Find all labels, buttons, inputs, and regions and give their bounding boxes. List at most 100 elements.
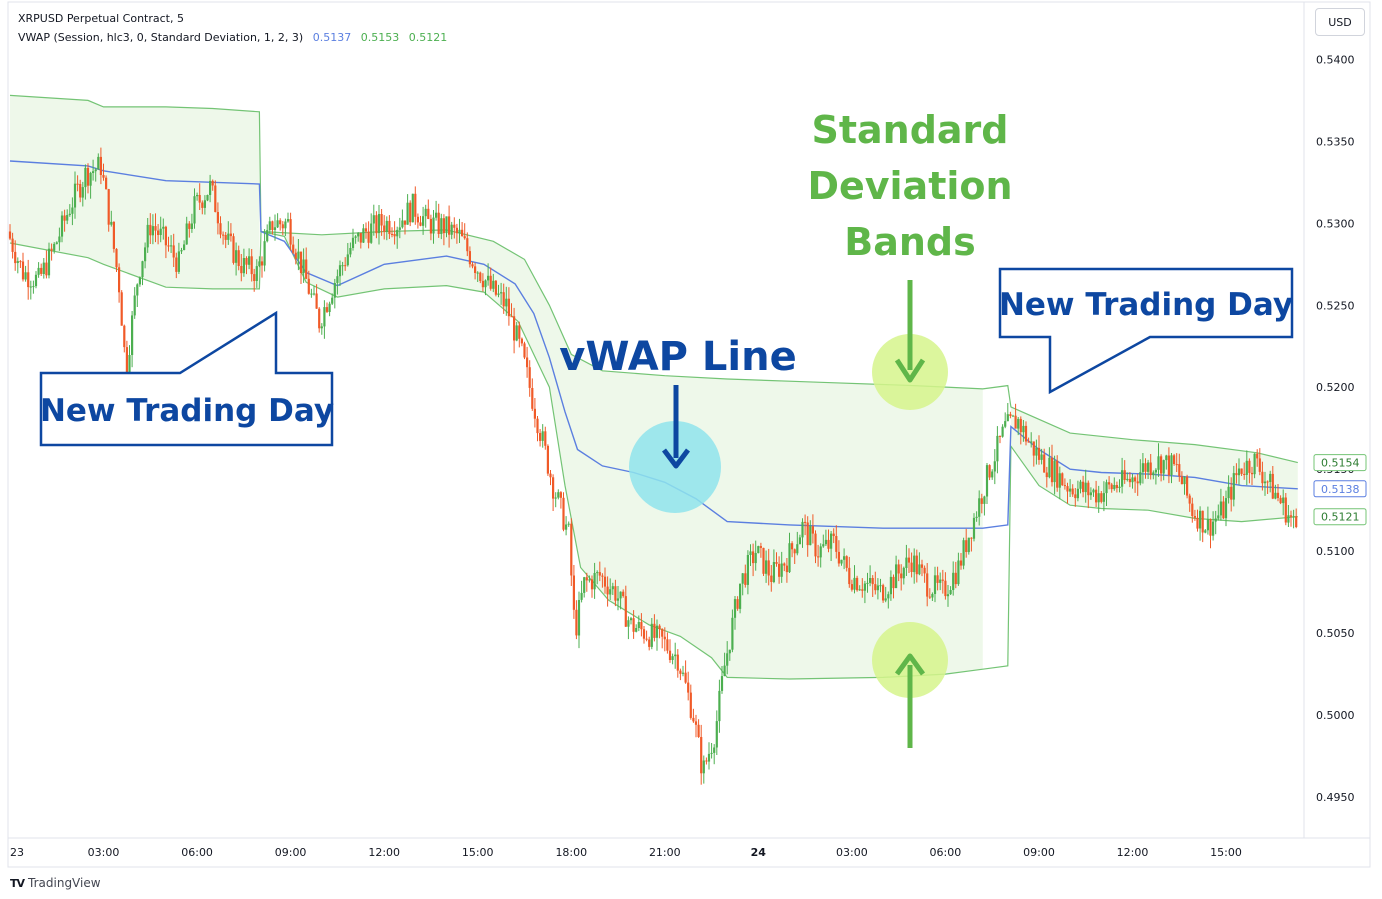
x-tick-label: 12:00 <box>1117 846 1149 859</box>
candle-body <box>1191 503 1194 516</box>
candle <box>227 221 230 245</box>
candle-body <box>583 577 586 593</box>
candle <box>367 221 370 249</box>
candle <box>427 199 430 220</box>
candle <box>570 518 573 586</box>
callout-box <box>998 267 1294 395</box>
candle <box>383 215 386 240</box>
candle <box>1079 479 1082 494</box>
candle-body <box>445 216 448 234</box>
candle-body <box>970 537 973 539</box>
candle <box>240 254 243 282</box>
candle <box>312 285 316 296</box>
candle-body <box>913 555 916 573</box>
candle <box>1186 474 1189 499</box>
tradingview-brand: TradingView <box>28 876 101 890</box>
candle-body <box>905 557 908 568</box>
candle-body <box>510 316 513 318</box>
candle <box>972 513 976 542</box>
candle <box>162 218 165 240</box>
candle-body <box>577 600 581 636</box>
candle-body <box>403 220 407 225</box>
candle <box>63 209 66 232</box>
candle <box>68 204 71 217</box>
currency-button[interactable]: USD <box>1315 8 1365 36</box>
candle-body <box>653 623 656 638</box>
candle-body <box>850 584 853 590</box>
candle-body <box>965 540 968 552</box>
candle <box>235 242 238 276</box>
candle <box>138 276 141 287</box>
candle-body <box>993 461 996 472</box>
candle-body <box>250 256 253 275</box>
candle-body <box>377 214 381 234</box>
candle <box>1100 491 1103 504</box>
candle <box>1180 471 1183 485</box>
candle-body <box>920 564 924 568</box>
candle-body <box>390 234 394 235</box>
candle-body <box>177 251 180 272</box>
candle <box>180 247 183 254</box>
candle <box>1076 480 1079 502</box>
candle-body <box>746 555 749 585</box>
candle-body <box>333 283 336 298</box>
candle-body <box>1263 481 1267 484</box>
candle <box>393 221 396 245</box>
candle <box>650 618 653 650</box>
candle-body <box>952 572 955 590</box>
candle <box>245 256 248 275</box>
candle-body <box>180 250 183 252</box>
candle <box>619 591 622 610</box>
candle-body <box>1074 494 1077 499</box>
candle-body <box>154 226 157 231</box>
candle-body <box>1243 473 1246 475</box>
candle <box>874 571 877 595</box>
candle-body <box>105 177 108 190</box>
candle-body <box>336 276 339 283</box>
band-fill <box>261 229 983 679</box>
candle-body <box>1006 414 1009 422</box>
y-tick-label: 0.5200 <box>1316 381 1355 394</box>
candle <box>536 416 539 442</box>
candle <box>11 232 14 259</box>
candle <box>177 242 180 274</box>
candle <box>29 280 32 300</box>
candle <box>502 283 505 314</box>
candle <box>219 216 222 239</box>
candle <box>396 226 399 249</box>
symbol-title: XRPUSD Perpetual Contract, 5 <box>18 12 184 25</box>
candle <box>286 212 290 223</box>
candle-body <box>1261 471 1264 484</box>
candle-body <box>302 259 305 273</box>
candle <box>1240 468 1243 476</box>
candle-body <box>1066 486 1069 492</box>
candle <box>954 561 957 589</box>
candle <box>1032 441 1035 467</box>
candle <box>338 260 342 286</box>
candle <box>1035 439 1038 465</box>
candle <box>684 660 687 684</box>
candle-body <box>666 639 669 651</box>
candle <box>214 180 217 213</box>
candle <box>414 186 417 225</box>
candle <box>902 566 905 585</box>
candle <box>554 492 557 508</box>
candle <box>416 213 419 229</box>
candle-body <box>1276 492 1280 498</box>
candle <box>131 311 134 368</box>
candle-body <box>1056 460 1059 488</box>
candle-body <box>676 654 679 671</box>
candle-body <box>193 196 196 224</box>
candle <box>1115 481 1118 493</box>
candle-body <box>513 316 516 341</box>
candle <box>970 537 973 552</box>
candle-body <box>248 256 251 265</box>
candle <box>1144 458 1147 479</box>
candle <box>687 671 690 701</box>
candle <box>907 548 911 573</box>
candle <box>991 469 994 480</box>
candle <box>601 573 604 588</box>
candle-body <box>102 175 105 178</box>
candle-body <box>73 183 77 208</box>
